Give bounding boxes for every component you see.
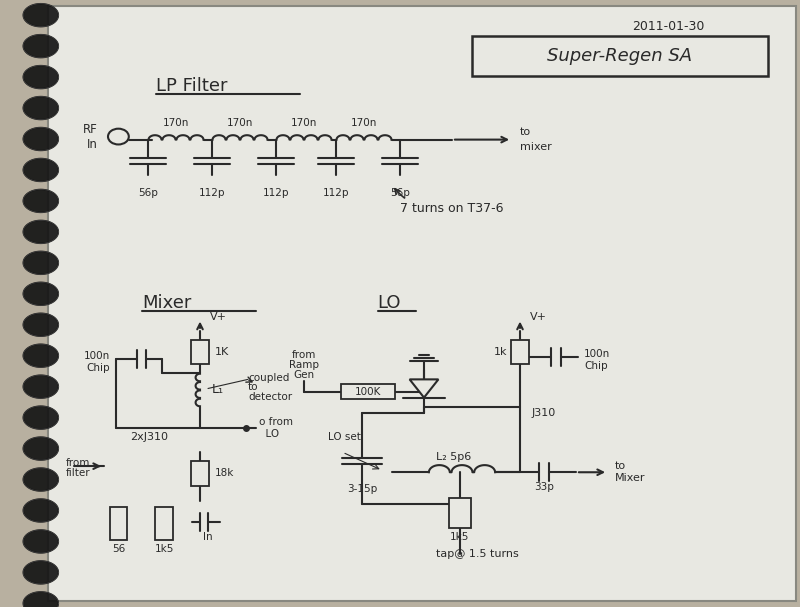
Bar <box>191 340 209 364</box>
Text: 56p: 56p <box>138 188 158 198</box>
Polygon shape <box>23 282 58 305</box>
Text: LO set: LO set <box>328 432 361 442</box>
Text: V+: V+ <box>530 312 546 322</box>
Polygon shape <box>410 379 438 398</box>
Text: V+: V+ <box>210 312 226 322</box>
Text: 170n: 170n <box>351 118 377 127</box>
Polygon shape <box>23 127 58 151</box>
Bar <box>511 340 529 364</box>
Polygon shape <box>23 251 58 274</box>
Polygon shape <box>23 468 58 491</box>
Text: 100K: 100K <box>355 387 381 396</box>
Bar <box>341 384 395 399</box>
Text: 170n: 170n <box>227 118 253 127</box>
Text: 112p: 112p <box>322 188 350 198</box>
Polygon shape <box>23 499 58 522</box>
Text: LP Filter: LP Filter <box>156 77 227 95</box>
Text: 2011-01-30: 2011-01-30 <box>632 19 704 33</box>
Text: mixer: mixer <box>520 142 552 152</box>
Text: coupled: coupled <box>248 373 290 382</box>
Text: 56: 56 <box>112 544 125 554</box>
Text: 112p: 112p <box>262 188 290 198</box>
Text: Chip: Chip <box>86 364 110 373</box>
Text: to: to <box>520 127 531 137</box>
Text: Ramp: Ramp <box>289 361 319 370</box>
Text: Chip: Chip <box>584 361 608 371</box>
Text: o from
  LO: o from LO <box>259 417 293 439</box>
Text: 33p: 33p <box>534 483 554 492</box>
Polygon shape <box>23 66 58 89</box>
Polygon shape <box>23 437 58 460</box>
Polygon shape <box>23 189 58 212</box>
Bar <box>449 498 471 528</box>
Text: Super-Regen SA: Super-Regen SA <box>547 47 693 65</box>
Polygon shape <box>23 406 58 429</box>
Polygon shape <box>23 313 58 336</box>
Text: Gen: Gen <box>294 370 314 380</box>
Text: 170n: 170n <box>163 118 189 127</box>
Text: 2xJ310: 2xJ310 <box>130 432 169 442</box>
Text: In: In <box>203 532 213 542</box>
Text: 112p: 112p <box>198 188 226 198</box>
Text: to: to <box>614 461 626 471</box>
Text: Mixer: Mixer <box>142 294 192 313</box>
Text: 1K: 1K <box>214 347 229 357</box>
Text: 170n: 170n <box>291 118 317 127</box>
Text: LO: LO <box>378 294 401 313</box>
Text: 100n: 100n <box>584 349 610 359</box>
Text: 1k: 1k <box>494 347 507 357</box>
Text: RF
In: RF In <box>83 123 98 151</box>
Bar <box>191 461 209 486</box>
Text: 18k: 18k <box>214 469 234 478</box>
Text: filter: filter <box>66 469 90 478</box>
Polygon shape <box>23 375 58 398</box>
Polygon shape <box>23 592 58 607</box>
Text: Mixer: Mixer <box>614 473 645 483</box>
Text: to: to <box>248 382 258 392</box>
Bar <box>155 507 173 540</box>
Text: from: from <box>66 458 90 468</box>
Polygon shape <box>23 530 58 553</box>
Text: 7 turns on T37-6: 7 turns on T37-6 <box>395 189 503 215</box>
Polygon shape <box>23 561 58 584</box>
Polygon shape <box>23 4 58 27</box>
Polygon shape <box>23 344 58 367</box>
Text: L₂ 5p6: L₂ 5p6 <box>436 452 471 462</box>
Text: 1k5: 1k5 <box>154 544 174 554</box>
Text: tap@ 1.5 turns: tap@ 1.5 turns <box>436 549 518 558</box>
Text: 100n: 100n <box>84 351 110 361</box>
Polygon shape <box>23 35 58 58</box>
Polygon shape <box>23 97 58 120</box>
Text: 3-15p: 3-15p <box>347 484 378 493</box>
Text: 56p: 56p <box>390 188 410 198</box>
Bar <box>110 507 127 540</box>
Polygon shape <box>23 158 58 181</box>
Text: from: from <box>292 350 316 360</box>
Text: J310: J310 <box>532 408 556 418</box>
Text: 1k5: 1k5 <box>450 532 470 542</box>
Bar <box>472 36 768 76</box>
Polygon shape <box>23 220 58 243</box>
Text: detector: detector <box>248 392 292 402</box>
Text: L₁: L₁ <box>212 384 224 396</box>
